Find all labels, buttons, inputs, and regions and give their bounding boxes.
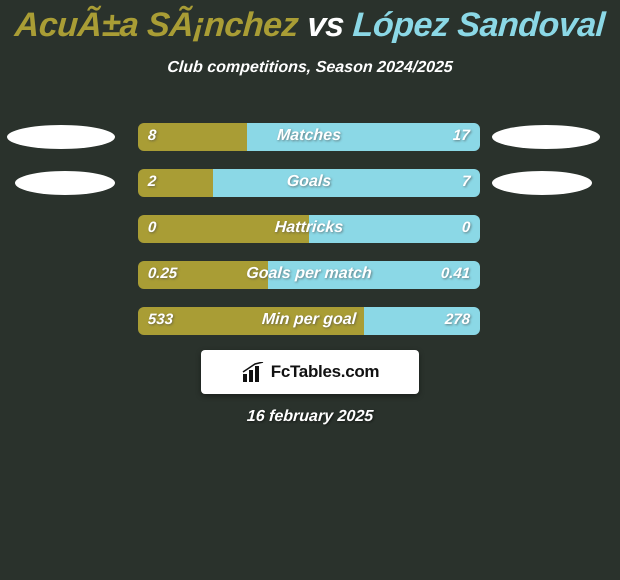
stat-row: 0.250.41Goals per match xyxy=(0,258,620,292)
value-player-a: 0.25 xyxy=(147,265,177,282)
bar-player-b xyxy=(247,123,480,151)
page-title: AcuÃ±a SÃ¡nchez vs López Sandoval xyxy=(0,0,620,45)
stat-bar: 27Goals xyxy=(138,169,480,197)
ellipse-player-a xyxy=(15,171,115,195)
ellipse-player-b xyxy=(492,125,600,149)
value-player-b: 278 xyxy=(444,311,470,328)
stat-bar: 0.250.41Goals per match xyxy=(138,261,480,289)
value-player-b: 17 xyxy=(453,127,471,144)
stat-bar: 817Matches xyxy=(138,123,480,151)
title-player-a: AcuÃ±a SÃ¡nchez xyxy=(14,6,300,44)
value-player-b: 7 xyxy=(461,173,471,190)
ellipse-player-b xyxy=(492,171,592,195)
value-player-a: 2 xyxy=(147,173,157,190)
ellipse-player-a xyxy=(7,125,115,149)
logo-box[interactable]: FcTables.com xyxy=(201,350,419,394)
stat-bar: 533278Min per goal xyxy=(138,307,480,335)
date-label: 16 february 2025 xyxy=(0,408,620,426)
value-player-a: 0 xyxy=(147,219,157,236)
title-vs: vs xyxy=(297,6,354,44)
value-player-b: 0 xyxy=(461,219,471,236)
bar-player-b xyxy=(213,169,480,197)
bar-player-a xyxy=(138,215,309,243)
stats-panel: 817Matches27Goals00Hattricks0.250.41Goal… xyxy=(0,120,620,350)
stat-bar: 00Hattricks xyxy=(138,215,480,243)
bar-chart-icon xyxy=(241,362,265,382)
stat-row: 00Hattricks xyxy=(0,212,620,246)
stat-row: 533278Min per goal xyxy=(0,304,620,338)
value-player-a: 533 xyxy=(147,311,173,328)
title-player-b: López Sandoval xyxy=(352,6,606,44)
value-player-b: 0.41 xyxy=(440,265,470,282)
stat-row: 817Matches xyxy=(0,120,620,154)
bar-player-b xyxy=(309,215,480,243)
logo-text: FcTables.com xyxy=(271,362,380,382)
stat-row: 27Goals xyxy=(0,166,620,200)
value-player-a: 8 xyxy=(147,127,157,144)
subtitle: Club competitions, Season 2024/2025 xyxy=(0,59,620,77)
